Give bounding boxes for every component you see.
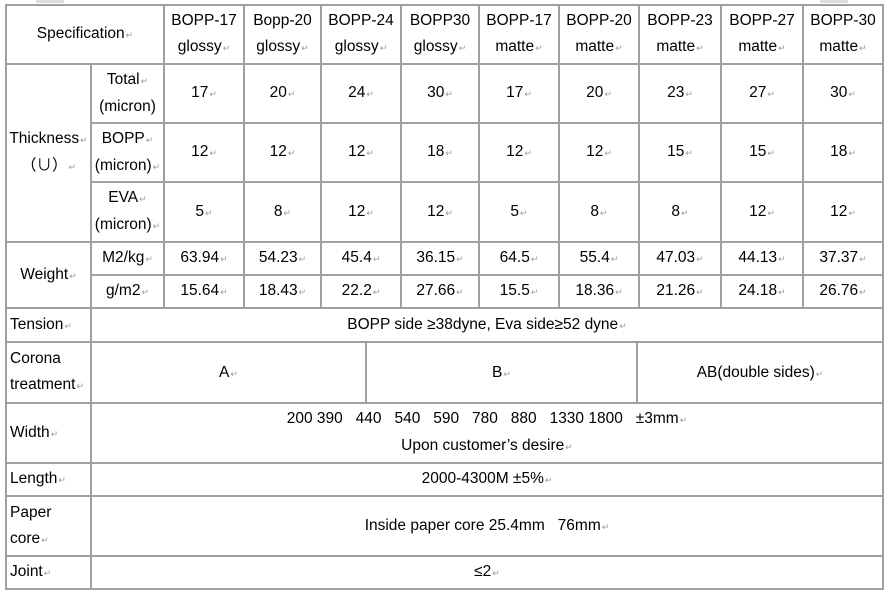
- cell: 18.36: [558, 274, 640, 309]
- joint-value: ≤2: [90, 555, 884, 590]
- cell: 55.4: [558, 241, 640, 276]
- length-label: Length: [5, 462, 92, 497]
- corona-label: Corona treatment: [5, 341, 92, 404]
- cell: 8: [243, 181, 322, 243]
- cell: 44.13: [720, 241, 804, 276]
- tension-row: Tension BOPP side ≥38dyne, Eva side≥52 d…: [5, 307, 884, 343]
- cell: 15.64: [163, 274, 245, 309]
- length-row: Length 2000-4300M ±5%: [5, 462, 884, 497]
- cell: 12: [163, 122, 245, 183]
- cell: 20: [243, 63, 322, 124]
- cell: 12: [558, 122, 640, 183]
- product-header: BOPP-24 glossy: [320, 4, 402, 65]
- cell: 8: [558, 181, 640, 243]
- joint-label: Joint: [5, 555, 92, 590]
- paper-core-label: Paper core: [5, 495, 92, 557]
- cell: 12: [802, 181, 884, 243]
- thickness-label: Thickness（∪）: [5, 63, 92, 243]
- product-header: BOPP-17 glossy: [163, 4, 245, 65]
- thickness-bopp-row: BOPP(micron) 12 12 12 18 12 12 15 15 18: [6, 122, 884, 183]
- cell: 54.23: [243, 241, 322, 276]
- product-header: BOPP-20 matte: [558, 4, 640, 65]
- cell: 27: [720, 63, 804, 124]
- cell: 30: [400, 63, 480, 124]
- corona-b: B: [367, 343, 638, 402]
- thickness-total-row: Thickness（∪） Total(micron) 17 20 24 30 1…: [5, 63, 884, 243]
- corona-ab: AB(double sides): [638, 343, 881, 402]
- weight-gm2-row: g/m2 15.64 18.43 22.2 27.66 15.5 18.36 2…: [6, 274, 884, 309]
- joint-row: Joint ≤2: [5, 555, 884, 590]
- cell: 12: [478, 122, 560, 183]
- width-value: 200 390 440 540 590 780 880 1330 1800 ±3…: [90, 402, 884, 464]
- product-header: BOPP-23 matte: [638, 4, 722, 65]
- product-header: BOPP-17 matte: [478, 4, 560, 65]
- cell: 23: [638, 63, 722, 124]
- cell: 47.03: [638, 241, 722, 276]
- cell: 12: [320, 122, 402, 183]
- page-mark: [820, 0, 848, 3]
- cell: 12: [243, 122, 322, 183]
- cell: 15.5: [478, 274, 560, 309]
- weight-m2kg-row: Weight M2/kg 63.94 54.23 45.4 36.15 64.5…: [5, 241, 884, 309]
- cell: 18.43: [243, 274, 322, 309]
- cell: 20: [558, 63, 640, 124]
- spec-label: Specification: [37, 25, 133, 42]
- cell: 24.18: [720, 274, 804, 309]
- cell: 15: [638, 122, 722, 183]
- spec-header: Specification: [5, 4, 165, 65]
- weight-label: Weight: [5, 241, 92, 309]
- product-header: BOPP-27 matte: [720, 4, 804, 65]
- cell: 24: [320, 63, 402, 124]
- cell: 12: [320, 181, 402, 243]
- cell: 27.66: [400, 274, 480, 309]
- thickness-eva-row: EVA(micron) 5 8 12 12 5 8 8 12 12: [6, 181, 884, 243]
- cell: 22.2: [320, 274, 402, 309]
- cell: 12: [400, 181, 480, 243]
- cell: 15: [720, 122, 804, 183]
- product-header: BOPP30 glossy: [400, 4, 480, 65]
- width-label: Width: [5, 402, 92, 464]
- cell: 8: [638, 181, 722, 243]
- corona-a: A: [93, 343, 367, 402]
- product-header: Bopp-20 glossy: [243, 4, 322, 65]
- cell: 17: [478, 63, 560, 124]
- corona-values: A B AB(double sides): [90, 342, 884, 403]
- cell: 17: [163, 63, 245, 124]
- row-label: BOPP(micron): [90, 122, 165, 183]
- cell: 37.37: [802, 241, 884, 276]
- cell: 63.94: [163, 241, 245, 276]
- tension-label: Tension: [5, 307, 92, 343]
- row-label: g/m2: [90, 274, 165, 309]
- tension-value: BOPP side ≥38dyne, Eva side≥52 dyne: [90, 307, 884, 343]
- width-row: Width 200 390 440 540 590 780 880 1330 1…: [5, 402, 884, 464]
- cell: 21.26: [638, 274, 722, 309]
- cell: 26.76: [802, 274, 884, 309]
- page-mark: [36, 0, 64, 3]
- cell: 64.5: [478, 241, 560, 276]
- cell: 5: [163, 181, 245, 243]
- cell: 18: [400, 122, 480, 183]
- row-label: EVA(micron): [90, 181, 165, 243]
- cell: 45.4: [320, 241, 402, 276]
- cell: 5: [478, 181, 560, 243]
- cell: 12: [720, 181, 804, 243]
- length-value: 2000-4300M ±5%: [90, 462, 884, 497]
- cell: 18: [802, 122, 884, 183]
- cell: 30: [802, 63, 884, 124]
- product-header: BOPP-30 matte: [802, 4, 884, 65]
- cell: 36.15: [400, 241, 480, 276]
- paper-core-value: Inside paper core 25.4mm 76mm: [90, 495, 884, 557]
- row-label: Total(micron): [90, 63, 165, 124]
- row-label: M2/kg: [90, 241, 165, 276]
